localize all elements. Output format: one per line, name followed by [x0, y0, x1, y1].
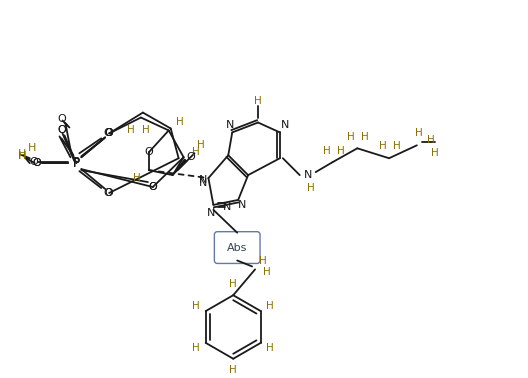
Text: H: H	[427, 135, 435, 146]
Text: H: H	[17, 151, 26, 161]
Text: N: N	[226, 121, 234, 130]
Text: P: P	[73, 157, 80, 170]
Text: O: O	[32, 158, 41, 168]
Text: H: H	[266, 343, 274, 353]
Text: H: H	[127, 125, 135, 135]
Text: H: H	[192, 301, 200, 311]
Text: H: H	[229, 279, 237, 289]
Text: N: N	[207, 208, 215, 218]
Text: H: H	[176, 118, 184, 127]
Text: O: O	[148, 182, 157, 192]
Text: N: N	[238, 200, 247, 210]
Text: O: O	[145, 147, 153, 157]
Text: H: H	[266, 301, 274, 311]
Text: P: P	[73, 157, 80, 170]
Text: O: O	[57, 125, 66, 135]
Text: O: O	[186, 152, 195, 162]
Text: O: O	[104, 188, 112, 198]
Text: H: H	[27, 143, 36, 153]
Text: O: O	[104, 129, 112, 138]
Text: H: H	[323, 146, 331, 156]
Text: H: H	[361, 132, 369, 143]
Text: H: H	[192, 147, 200, 157]
Text: O: O	[32, 158, 41, 168]
Text: O: O	[105, 188, 114, 198]
Text: O: O	[57, 125, 66, 135]
Text: H: H	[254, 96, 262, 106]
Text: H: H	[393, 141, 401, 151]
Text: N: N	[304, 170, 312, 180]
Text: N: N	[199, 178, 208, 188]
FancyBboxPatch shape	[214, 232, 260, 263]
Text: H: H	[431, 148, 439, 158]
Text: H: H	[192, 343, 200, 353]
Text: H: H	[133, 173, 141, 183]
Text: O: O	[148, 182, 157, 192]
Text: H: H	[259, 256, 267, 266]
Polygon shape	[173, 159, 186, 175]
Text: O: O	[57, 113, 66, 124]
Text: N: N	[281, 121, 289, 130]
Text: O: O	[105, 129, 114, 138]
Text: H: H	[229, 365, 237, 375]
Text: O: O	[105, 129, 114, 138]
Text: H: H	[263, 267, 271, 277]
Text: O: O	[30, 157, 38, 167]
Text: H: H	[307, 183, 315, 193]
Text: Abs: Abs	[227, 243, 248, 253]
Text: H: H	[17, 149, 26, 159]
Text: H: H	[17, 151, 26, 161]
Text: O: O	[105, 129, 114, 138]
Text: H: H	[415, 129, 423, 138]
Text: H: H	[142, 125, 150, 135]
Text: N: N	[223, 202, 231, 212]
Text: H: H	[347, 132, 355, 143]
Text: H: H	[379, 141, 387, 151]
Text: P: P	[73, 156, 80, 169]
Text: H: H	[336, 146, 344, 156]
Text: N: N	[199, 175, 208, 185]
Text: H: H	[196, 140, 204, 150]
